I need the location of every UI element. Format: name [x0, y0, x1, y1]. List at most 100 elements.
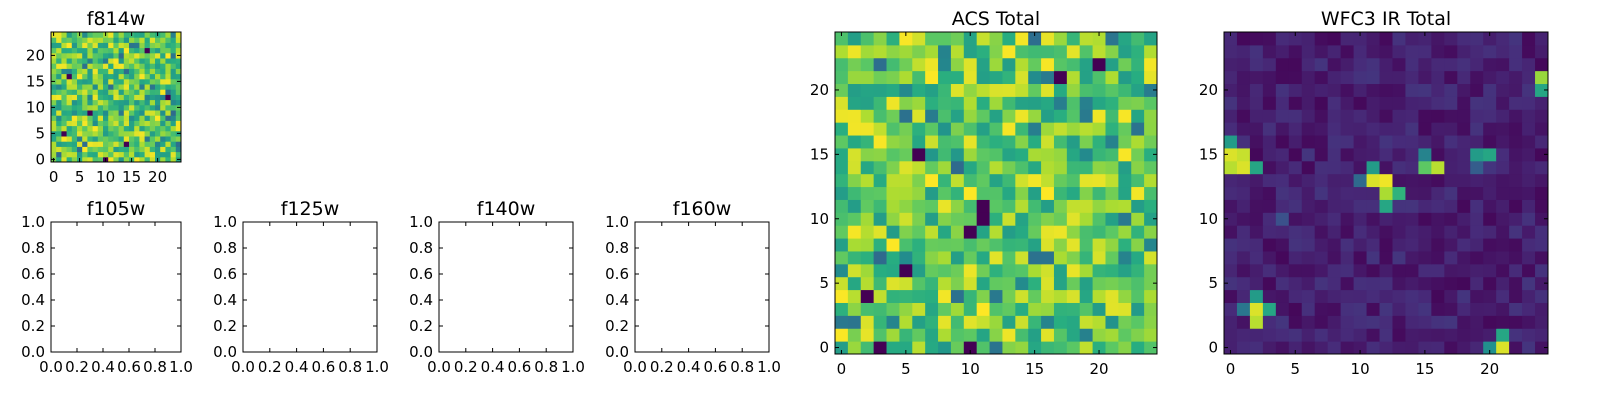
heatmap-cell [1314, 109, 1329, 123]
y-tick-label: 0.2 [213, 317, 237, 335]
heatmap-cell [82, 99, 88, 106]
heatmap-cell [1053, 44, 1068, 59]
heatmap-cell [1144, 70, 1158, 85]
heatmap-cell [1118, 238, 1132, 252]
heatmap-cell [1041, 57, 1055, 72]
heatmap-cell [1092, 328, 1106, 342]
heatmap-cell [1236, 135, 1251, 149]
x-tick-label: 0.2 [65, 358, 89, 376]
heatmap-cell [1392, 160, 1406, 175]
heatmap-cell [1041, 263, 1055, 278]
heatmap-cell [1392, 315, 1406, 329]
heatmap-cell [118, 151, 125, 158]
heatmap-cell [139, 94, 146, 101]
heatmap-cell [61, 52, 68, 59]
heatmap-cell [1224, 109, 1238, 123]
heatmap-cell [1224, 225, 1238, 239]
heatmap-cell [71, 37, 78, 43]
heatmap-cell [1431, 122, 1445, 136]
heatmap-cell [1418, 186, 1432, 200]
heatmap-cell [925, 289, 939, 303]
heatmap-cell [160, 47, 166, 54]
heatmap-cell [1118, 96, 1132, 110]
heatmap-cell [1131, 315, 1145, 329]
heatmap-cell [1144, 122, 1158, 136]
heatmap-cell [1301, 315, 1316, 329]
heatmap-cell [1392, 44, 1406, 59]
heatmap-cell [1457, 83, 1471, 97]
heatmap-cell [1340, 250, 1355, 265]
heatmap-cell [1327, 238, 1342, 252]
heatmap-cell [61, 94, 68, 101]
heatmap-cell [144, 115, 151, 121]
heatmap-cell [1392, 341, 1406, 355]
axes-frame [242, 221, 378, 353]
heatmap-cell [1340, 263, 1355, 278]
heatmap-cell [113, 151, 120, 158]
heatmap-cell [92, 151, 99, 158]
heatmap-cell [1144, 96, 1158, 110]
heatmap-cell [1301, 109, 1316, 123]
y-tick-label: 5 [819, 274, 829, 292]
heatmap-cell [1496, 135, 1510, 149]
heatmap-cell [1340, 341, 1355, 355]
heatmap-cell [963, 70, 978, 85]
heatmap-cell [144, 37, 151, 43]
heatmap-cell [97, 136, 104, 142]
heatmap-cell [129, 42, 135, 49]
heatmap-cell [1340, 225, 1355, 239]
heatmap-cell [1509, 70, 1523, 85]
heatmap-cell [71, 78, 78, 85]
heatmap-cell [925, 173, 939, 188]
heatmap-cell [1262, 135, 1277, 149]
heatmap-cell [1224, 186, 1238, 200]
heatmap-cell [1118, 212, 1132, 226]
heatmap-cell [1509, 122, 1523, 136]
y-tick-label: 0.8 [213, 239, 237, 257]
heatmap-cell [886, 263, 900, 278]
heatmap-cell [71, 104, 78, 111]
heatmap-cell [1470, 186, 1484, 200]
heatmap-cell [1457, 276, 1471, 291]
heatmap-cell [61, 141, 68, 147]
y-tick-label: 5 [35, 124, 45, 142]
heatmap-cell [1353, 250, 1368, 265]
heatmap-cell [82, 146, 88, 153]
heatmap-cell [1496, 57, 1510, 72]
heatmap-cell [1079, 328, 1094, 342]
heatmap-cell [71, 130, 78, 137]
heatmap-cell [129, 63, 135, 69]
heatmap-cell [886, 44, 900, 59]
heatmap-cell [1431, 83, 1445, 97]
heatmap-cell [113, 68, 120, 75]
heatmap-cell [149, 58, 156, 64]
heatmap-cell [97, 68, 104, 75]
heatmap-cell [134, 136, 140, 142]
heatmap-cell [1275, 70, 1290, 85]
heatmap-cell [1522, 250, 1536, 265]
heatmap-cell [1444, 212, 1458, 226]
heatmap-cell [899, 70, 913, 85]
axes-frame [834, 31, 1158, 355]
heatmap-cell [1028, 44, 1042, 59]
heatmap-cell [1131, 328, 1145, 342]
heatmap-cell [1496, 212, 1510, 226]
heatmap-cell [1092, 57, 1106, 72]
heatmap-cell [1053, 135, 1068, 149]
heatmap-cell [1457, 315, 1471, 329]
heatmap-cell [1483, 276, 1497, 291]
heatmap-cell [1053, 122, 1068, 136]
heatmap-cell [170, 120, 177, 127]
heatmap-cell [1379, 32, 1393, 46]
heatmap-cell [950, 302, 965, 316]
heatmap-cell [1327, 122, 1342, 136]
heatmap-cell [1483, 212, 1497, 226]
heatmap-cell [139, 68, 146, 75]
heatmap-cell [847, 57, 862, 72]
heatmap-cell [1275, 315, 1290, 329]
heatmap-cell [1105, 57, 1119, 72]
heatmap-cell [1405, 70, 1419, 85]
heatmap-cell [1015, 160, 1029, 175]
heatmap-cell [1405, 328, 1419, 342]
heatmap-cell [1522, 147, 1536, 162]
